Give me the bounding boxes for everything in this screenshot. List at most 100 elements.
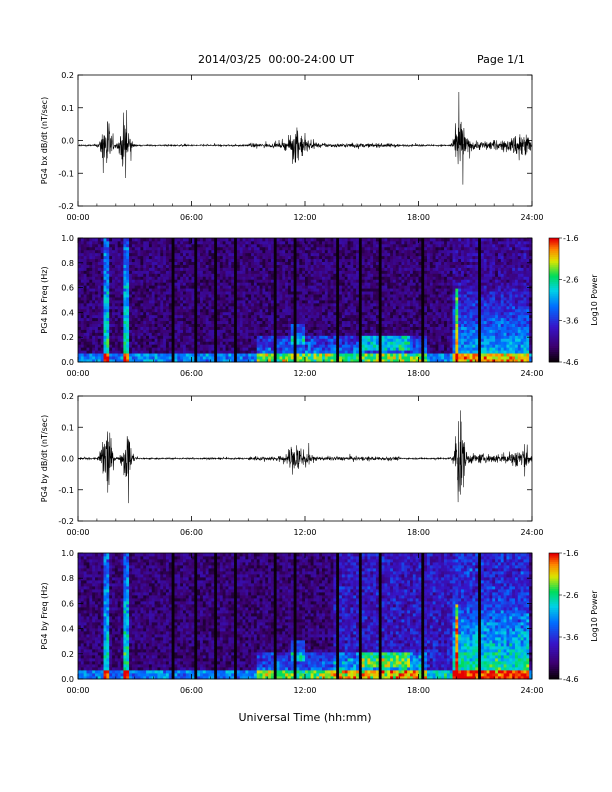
heatmap-cell: [347, 317, 351, 322]
heatmap-cell: [279, 344, 283, 348]
heatmap-cell: [407, 335, 411, 339]
heatmap-cell: [165, 252, 170, 257]
heatmap-cell: [171, 353, 175, 357]
heatmap-cell: [174, 347, 178, 351]
heatmap-cell: [353, 317, 357, 322]
heatmap-cell: [217, 288, 221, 292]
heatmap-cell: [129, 288, 133, 292]
heatmap-cell: [327, 273, 331, 277]
heatmap-cell: [231, 261, 235, 265]
heatmap-cell: [296, 291, 300, 295]
heatmap-cell: [202, 335, 207, 339]
heatmap-cell: [384, 332, 388, 336]
heatmap-cell: [163, 332, 167, 336]
heatmap-cell: [148, 258, 153, 263]
heatmap-cell: [287, 344, 292, 348]
heatmap-cell: [160, 335, 164, 339]
heatmap-cell: [404, 270, 408, 274]
heatmap-cell: [231, 297, 235, 301]
heatmap-cell: [290, 326, 295, 330]
heatmap-cell: [313, 308, 317, 313]
heatmap-cell: [268, 314, 272, 319]
heatmap-cell: [92, 288, 96, 292]
heatmap-cell: [120, 261, 124, 265]
heatmap-cell: [290, 302, 295, 307]
heatmap-cell: [407, 311, 411, 316]
heatmap-cell: [165, 255, 170, 260]
heatmap-cell: [211, 252, 215, 257]
heatmap-cell: [151, 282, 156, 286]
heatmap-cell: [253, 329, 258, 333]
heatmap-cell: [378, 255, 383, 260]
heatmap-cell: [344, 300, 348, 304]
heatmap-cell: [253, 267, 258, 271]
heatmap-cell: [392, 270, 397, 274]
heatmap-cell: [409, 359, 414, 363]
heatmap-cell: [165, 308, 170, 313]
heatmap-cell: [80, 243, 85, 248]
heatmap-cell: [245, 350, 249, 354]
heatmap-cell: [129, 285, 133, 289]
heatmap-cell: [188, 279, 192, 283]
heatmap-cell: [339, 317, 343, 322]
heatmap-cell: [131, 240, 136, 245]
heatmap-cell: [100, 359, 104, 363]
heatmap-cell: [103, 238, 107, 242]
heatmap-cell: [197, 291, 201, 295]
heatmap-cell: [401, 353, 405, 357]
heatmap-cell: [358, 279, 363, 283]
heatmap-cell: [387, 311, 391, 316]
heatmap-cell: [290, 323, 295, 327]
heatmap-cell: [375, 285, 380, 289]
heatmap-cell: [401, 356, 405, 360]
heatmap-cell: [285, 282, 289, 286]
heatmap-cell: [78, 246, 82, 251]
heatmap-cell: [319, 341, 323, 345]
heatmap-cell: [373, 285, 377, 289]
heatmap-cell: [200, 347, 204, 351]
heatmap-cell: [151, 347, 156, 351]
heatmap-cell: [324, 353, 329, 357]
heatmap-cell: [344, 252, 348, 257]
heatmap-cell: [279, 243, 283, 248]
heatmap-cell: [305, 291, 309, 295]
heatmap-cell: [171, 323, 175, 327]
heatmap-cell: [390, 341, 394, 345]
heatmap-cell: [409, 285, 414, 289]
heatmap-cell: [78, 323, 82, 327]
heatmap-cell: [310, 279, 314, 283]
heatmap-cell: [197, 279, 201, 283]
heatmap-cell: [378, 282, 383, 286]
heatmap-cell: [239, 270, 243, 274]
heatmap-cell: [151, 332, 156, 336]
heatmap-cell: [324, 300, 329, 304]
heatmap-cell: [310, 329, 314, 333]
heatmap-cell: [234, 335, 238, 339]
heatmap-cell: [248, 305, 252, 310]
heatmap-cell: [324, 311, 329, 316]
heatmap-cell: [296, 308, 300, 313]
heatmap-cell: [253, 285, 258, 289]
heatmap-cell: [373, 350, 377, 354]
heatmap-cell: [344, 359, 348, 363]
heatmap-cell: [114, 311, 119, 316]
heatmap-cell: [279, 288, 283, 292]
heatmap-cell: [378, 302, 383, 307]
heatmap-cell: [148, 264, 153, 268]
heatmap-cell: [322, 317, 326, 322]
heatmap-cell: [160, 314, 164, 319]
heatmap-cell: [253, 335, 258, 339]
heatmap-cell: [211, 243, 215, 248]
heatmap-cell: [375, 240, 380, 245]
heatmap-cell: [83, 288, 87, 292]
heatmap-cell: [131, 255, 136, 260]
heatmap-cell: [109, 255, 113, 260]
heatmap-cell: [361, 356, 365, 360]
heatmap-cell: [384, 264, 388, 268]
heatmap-cell: [236, 317, 241, 322]
heatmap-cell: [228, 294, 232, 298]
heatmap-cell: [163, 252, 167, 257]
heatmap-cell: [390, 350, 394, 354]
heatmap-cell: [177, 323, 181, 327]
heatmap-cell: [114, 285, 119, 289]
